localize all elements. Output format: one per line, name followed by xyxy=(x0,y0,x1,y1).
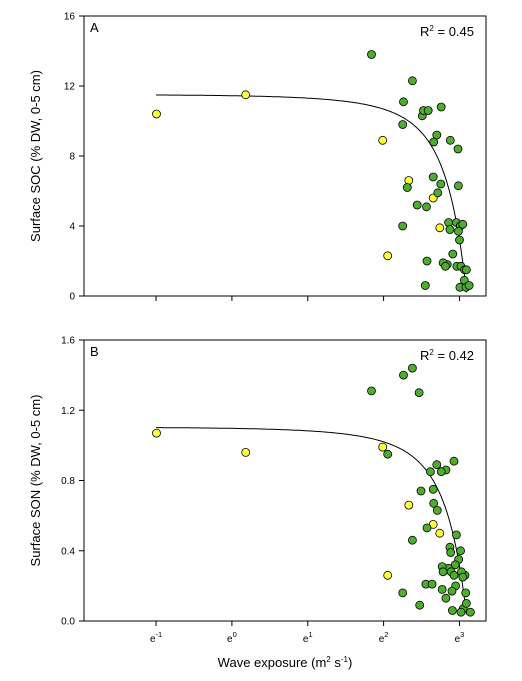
data-point-green xyxy=(412,200,422,210)
chart-panel-a: 0 4 8 12 16 Surface SOC (% DW, 0-5 cm) A R2 = 0… xyxy=(28,12,487,303)
data-point-green xyxy=(464,281,474,290)
x-tick-label: e3 xyxy=(455,630,465,645)
data-point-green xyxy=(425,467,435,477)
data-point-yellow xyxy=(383,251,393,261)
data-point-green xyxy=(445,225,455,234)
y-tick-label: 0.0 xyxy=(61,617,75,628)
data-point-green xyxy=(461,265,471,275)
data-point-yellow xyxy=(435,223,445,233)
data-point-green xyxy=(451,530,461,540)
y-tick-label: 16 xyxy=(64,12,76,23)
data-point-yellow xyxy=(378,442,388,452)
data-point-yellow xyxy=(383,570,393,580)
data-point-green xyxy=(433,188,443,198)
data-point-green xyxy=(420,281,430,290)
data-point-green xyxy=(446,548,456,557)
data-point-green xyxy=(437,585,447,594)
fit-curve xyxy=(156,94,467,293)
data-point-green xyxy=(407,76,417,86)
y-axis-title: Surface SOC (% DW, 0-5 cm) xyxy=(28,70,43,242)
data-point-green xyxy=(432,505,442,515)
data-point-green xyxy=(383,449,393,459)
y-tick-label: 0 xyxy=(69,292,75,303)
data-point-green xyxy=(447,586,457,596)
data-point-green xyxy=(438,567,448,577)
data-point-green xyxy=(367,386,376,396)
data-point-green xyxy=(422,256,432,266)
data-point-green xyxy=(453,181,463,191)
y-tick-label: 0.8 xyxy=(61,476,75,487)
data-point-green xyxy=(432,460,442,470)
data-point-green xyxy=(429,498,439,508)
data-point-green xyxy=(398,588,408,598)
data-point-green xyxy=(415,600,425,610)
data-point-green xyxy=(423,106,433,115)
data-point-green xyxy=(416,486,426,496)
data-point-green xyxy=(453,144,463,154)
data-point-green xyxy=(399,97,408,107)
y-axis-title: Surface SON (% DW, 0-5 cm) xyxy=(28,395,43,567)
data-point-green xyxy=(414,388,424,398)
data-point-green xyxy=(453,226,463,236)
y-tick-label: 0.4 xyxy=(61,546,75,557)
data-point-green xyxy=(398,221,408,231)
data-point-green xyxy=(465,607,475,617)
data-point-green xyxy=(422,202,431,212)
data-point-green xyxy=(428,484,438,494)
data-point-green xyxy=(436,467,446,477)
r-squared-label: R2 = 0.45 xyxy=(420,24,474,39)
data-point-green xyxy=(436,179,446,189)
data-point-green xyxy=(427,579,437,589)
x-tick-label: e0 xyxy=(227,630,237,645)
data-point-green xyxy=(456,607,466,617)
plot-frame xyxy=(83,339,487,622)
y-tick-label: 1.6 xyxy=(61,336,75,347)
data-point-green xyxy=(448,249,458,259)
data-point-green xyxy=(441,593,451,603)
data-point-yellow xyxy=(241,447,251,457)
data-point-green xyxy=(407,535,417,545)
fit-curve xyxy=(156,427,467,615)
data-point-green xyxy=(449,456,459,466)
y-tick-label: 12 xyxy=(64,82,76,93)
data-point-green xyxy=(399,370,408,380)
data-point-green xyxy=(398,120,408,129)
data-point-yellow xyxy=(241,90,251,100)
data-point-green xyxy=(449,570,459,580)
data-point-green xyxy=(455,235,464,245)
data-point-green xyxy=(441,261,450,271)
data-point-green xyxy=(367,50,376,59)
x-tick-label: e-1 xyxy=(150,630,162,645)
data-point-green xyxy=(432,130,442,140)
data-point-yellow xyxy=(435,528,445,538)
data-point-green xyxy=(461,588,471,598)
data-point-yellow xyxy=(152,428,161,438)
panel-letter: A xyxy=(90,20,99,35)
data-point-green xyxy=(428,172,438,182)
x-tick-label: e1 xyxy=(303,630,313,645)
x-axis-title: Wave exposure (m2 s-1) xyxy=(218,655,353,670)
y-tick-label: 1.2 xyxy=(61,406,75,417)
data-point-green xyxy=(458,572,468,582)
y-tick-label: 8 xyxy=(69,152,75,163)
data-point-green xyxy=(447,606,457,615)
y-tick-label: 4 xyxy=(69,222,75,233)
data-point-green xyxy=(402,183,412,192)
data-point-green xyxy=(445,135,455,145)
panel-letter: B xyxy=(90,344,99,359)
r-squared-label: R2 = 0.42 xyxy=(420,348,474,363)
data-point-green xyxy=(407,363,417,373)
data-point-green xyxy=(436,102,446,112)
data-point-green xyxy=(461,599,471,608)
x-tick-label: e2 xyxy=(379,630,389,645)
chart-panel-b: 0.0 0.4 0.8 1.2 1.6 e-1 e0 e1 e2 e3 Surface SON (%… xyxy=(28,336,487,670)
data-point-green xyxy=(456,546,466,556)
plot-frame xyxy=(83,15,487,297)
data-point-yellow xyxy=(404,500,414,510)
data-point-green xyxy=(422,523,432,533)
data-point-yellow xyxy=(378,135,388,145)
data-point-green xyxy=(458,219,468,229)
data-point-yellow xyxy=(152,109,161,119)
